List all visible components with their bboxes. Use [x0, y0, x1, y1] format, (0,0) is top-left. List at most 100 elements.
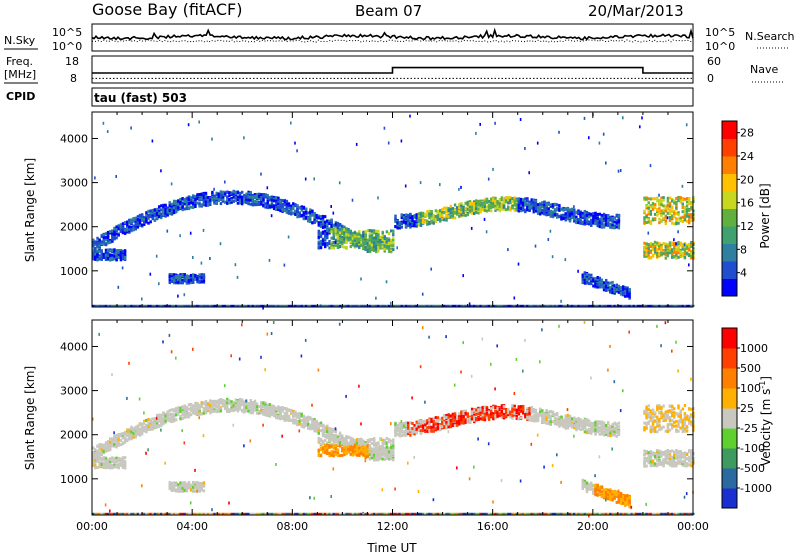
heatmap-cell [92, 459, 95, 463]
heatmap-cell [138, 304, 142, 307]
heatmap-cell [624, 286, 627, 290]
heatmap-cell [168, 481, 171, 485]
heatmap-cell [106, 230, 110, 234]
noise-search-trace [92, 39, 694, 43]
heatmap-cell [509, 304, 512, 307]
heatmap-cell [375, 304, 378, 307]
heatmap-cell [149, 422, 152, 426]
heatmap-cell [219, 198, 223, 202]
heatmap-cell [319, 243, 323, 247]
heatmap-cell [224, 192, 227, 196]
heatmap-cell [481, 304, 484, 307]
heatmap-cell [441, 216, 444, 220]
heatmap-cell [209, 198, 212, 202]
heatmap-cell [147, 512, 150, 515]
heatmap-cell [113, 235, 116, 239]
heatmap-cell [456, 304, 459, 307]
heatmap-cell [573, 214, 576, 218]
heatmap-cell [143, 427, 146, 430]
heatmap-cell [404, 184, 407, 188]
heatmap-cell [683, 252, 687, 256]
heatmap-cell [573, 205, 575, 209]
heatmap-cell [534, 199, 538, 203]
heatmap-cell [364, 237, 367, 241]
heatmap-cell [164, 304, 167, 307]
heatmap-cell [409, 216, 412, 220]
heatmap-cell [311, 221, 314, 225]
heatmap-cell [121, 512, 125, 515]
heatmap-cell [479, 304, 482, 307]
heatmap-cell [673, 215, 676, 219]
heatmap-cell [387, 238, 391, 242]
nave-trace [92, 66, 693, 74]
heatmap-cell [688, 221, 691, 225]
heatmap-cell [404, 215, 408, 219]
heatmap-cell [392, 237, 395, 241]
heatmap-cell [162, 512, 165, 515]
heatmap-cell [368, 245, 372, 249]
heatmap-cell [279, 200, 282, 204]
heatmap-cell [611, 287, 613, 291]
heatmap-cell [343, 234, 346, 238]
heatmap-cell [475, 207, 478, 211]
heatmap-cell [562, 213, 565, 217]
heatmap-cell [402, 215, 406, 219]
heatmap-cell [351, 198, 354, 202]
heatmap-cell [507, 248, 509, 252]
heatmap-cell [270, 214, 273, 218]
heatmap-cell [234, 304, 237, 307]
heatmap-cell [138, 431, 142, 435]
heatmap-cell [119, 225, 123, 229]
heatmap-cell [279, 209, 282, 213]
heatmap-cell [588, 277, 591, 281]
y-tick-label: 2000 [60, 221, 88, 234]
heatmap-cell [111, 442, 114, 446]
heatmap-cell [138, 423, 142, 427]
heatmap-cell [115, 456, 118, 460]
heatmap-cell [664, 219, 667, 223]
heatmap-cell [343, 238, 346, 242]
heatmap-cell [681, 304, 684, 307]
heatmap-cell [390, 245, 393, 249]
heatmap-cell [202, 275, 206, 279]
heatmap-cell [494, 201, 497, 205]
heatmap-cell [639, 304, 642, 307]
heatmap-cell [141, 426, 144, 430]
heatmap-cell [375, 240, 378, 244]
heatmap-cell [424, 213, 427, 217]
heatmap-cell [166, 415, 169, 419]
heatmap-cell [277, 208, 280, 212]
heatmap-cell [338, 236, 342, 240]
colorbar-segment [722, 138, 737, 157]
heatmap-cell [677, 242, 680, 246]
heatmap-cell [685, 123, 688, 127]
heatmap-cell [181, 280, 184, 284]
heatmap-cell [581, 304, 584, 307]
heatmap-cell [688, 263, 690, 267]
heatmap-cell [202, 228, 205, 232]
heatmap-cell [196, 201, 199, 205]
heatmap-cell [600, 213, 604, 217]
heatmap-cell [172, 512, 176, 515]
heatmap-cell [583, 278, 587, 282]
heatmap-cell [311, 213, 314, 217]
heatmap-cell [607, 222, 610, 226]
heatmap-cell [319, 215, 323, 219]
heatmap-cell [275, 304, 278, 307]
heatmap-cell [96, 258, 99, 262]
heatmap-cell [564, 258, 567, 262]
heatmap-cell [643, 218, 646, 222]
heatmap-cell [679, 251, 682, 255]
heatmap-cell [238, 195, 242, 199]
heatmap-cell [355, 142, 358, 146]
heatmap-cell [294, 304, 297, 307]
heatmap-cell [264, 195, 267, 199]
heatmap-cell [656, 253, 659, 257]
heatmap-cell [179, 202, 182, 206]
heatmap-cell [189, 413, 193, 417]
heatmap-cell [528, 171, 530, 175]
heatmap-cell [519, 118, 522, 121]
heatmap-cell [373, 241, 376, 245]
heatmap-cell [168, 512, 171, 515]
heatmap-cell [392, 246, 395, 250]
